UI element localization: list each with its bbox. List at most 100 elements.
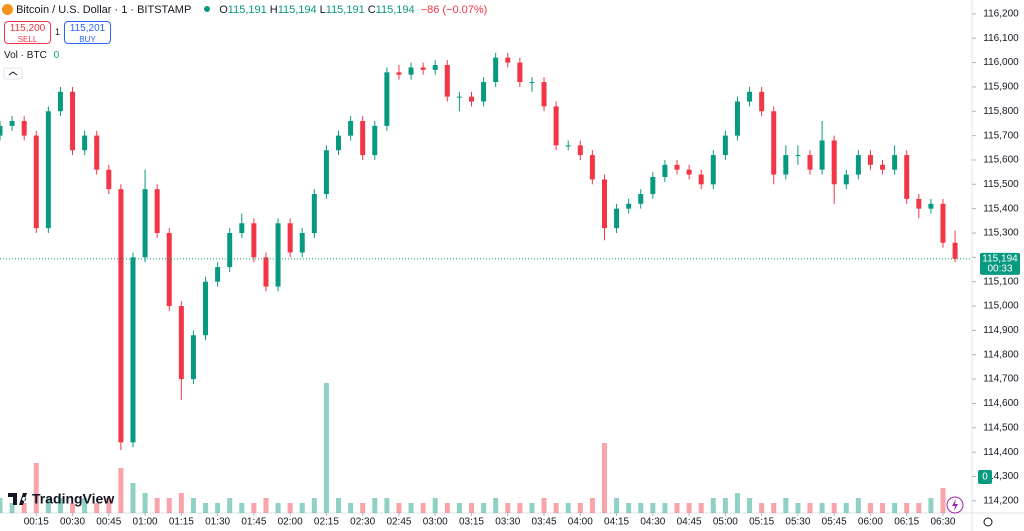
candle-body xyxy=(674,164,680,170)
candle-body xyxy=(843,174,849,185)
candle-body xyxy=(154,189,160,234)
y-tick-label: 114,200 xyxy=(983,495,1019,506)
volume-bar xyxy=(94,503,100,513)
volume-bar xyxy=(203,503,209,513)
volume-bar xyxy=(759,503,765,513)
x-tick-label: 05:15 xyxy=(749,517,774,528)
volume-bar xyxy=(82,498,88,513)
candle-body xyxy=(505,57,511,63)
candle-body xyxy=(275,223,281,287)
y-tick-label: 114,900 xyxy=(983,325,1019,336)
volume-bar xyxy=(517,503,523,513)
volume-bar xyxy=(287,503,293,513)
candle-body xyxy=(203,281,209,336)
buy-button[interactable]: 115,201 BUY xyxy=(64,21,111,44)
collapse-button[interactable] xyxy=(3,67,23,80)
x-tick-label: 06:00 xyxy=(858,517,883,528)
candle-body xyxy=(940,203,946,243)
ohlc: O115,191 H115,194 L115,191 C115,194 xyxy=(219,4,417,16)
volume-bar xyxy=(795,503,801,513)
candle-body xyxy=(57,91,63,112)
candle-body xyxy=(130,257,136,443)
volume-bar xyxy=(190,498,196,513)
volume-bar xyxy=(904,503,910,513)
volume-bar xyxy=(311,498,317,513)
candle-body xyxy=(481,82,487,102)
sell-label: SELL xyxy=(17,35,38,44)
volume-bar xyxy=(420,503,426,513)
y-tick-label: 115,100 xyxy=(983,276,1019,287)
volume-bar xyxy=(154,498,160,513)
candle-body xyxy=(348,121,354,136)
volume-bar xyxy=(722,498,728,513)
volume-bar xyxy=(348,503,354,513)
x-tick-label: 03:45 xyxy=(532,517,557,528)
candle-body xyxy=(722,135,728,156)
ohlc-value: 115,194 xyxy=(375,4,415,16)
tradingview-logo[interactable]: TradingView xyxy=(8,491,114,507)
x-tick-label: 04:00 xyxy=(568,517,593,528)
candle-body xyxy=(215,267,221,282)
ohlc-key: L xyxy=(319,4,326,16)
volume-bar xyxy=(118,468,124,513)
y-tick-label: 114,400 xyxy=(983,447,1019,458)
volume-bar xyxy=(70,503,76,513)
candle-body xyxy=(892,155,898,170)
y-tick-label: 115,300 xyxy=(983,228,1019,239)
last-price-badge xyxy=(980,252,1020,275)
y-tick-label: 115,400 xyxy=(983,203,1019,214)
candle-body xyxy=(783,155,789,175)
volume-bar xyxy=(541,498,547,513)
y-tick-label: 115,700 xyxy=(983,130,1019,141)
x-tick-label: 02:45 xyxy=(386,517,411,528)
volume-title: Vol · BTC xyxy=(4,50,47,61)
volume-legend: Vol · BTC 0 xyxy=(4,50,59,61)
candle-body xyxy=(21,121,27,136)
y-tick-label: 114,600 xyxy=(983,398,1019,409)
volume-bar xyxy=(867,503,873,513)
candle-body xyxy=(70,91,76,151)
volume-bar xyxy=(251,503,257,513)
sell-button[interactable]: 115,200 SELL xyxy=(4,21,51,44)
candle-body xyxy=(541,82,547,107)
settings-button[interactable] xyxy=(983,517,993,527)
last-price-label: 115,194 xyxy=(982,253,1018,264)
volume-bar xyxy=(21,503,27,513)
logo-icon xyxy=(8,493,27,505)
y-tick-label: 115,600 xyxy=(983,155,1019,166)
candle-body xyxy=(928,203,934,209)
candle-body xyxy=(420,67,426,70)
volume-bar xyxy=(45,498,51,513)
x-tick-label: 05:30 xyxy=(785,517,810,528)
y-tick-label: 114,800 xyxy=(983,349,1019,360)
ohlc-value: 115,191 xyxy=(325,4,365,16)
candle-body xyxy=(589,155,595,180)
candle-body xyxy=(372,125,378,156)
volume-bar xyxy=(408,503,414,513)
candle-body xyxy=(904,155,910,199)
candle-body xyxy=(227,233,233,268)
volume-bar xyxy=(130,483,136,513)
candle-body xyxy=(867,155,873,165)
y-tick-label: 114,300 xyxy=(983,471,1019,482)
candle-body xyxy=(650,177,656,195)
change: −86 (−0.07%) xyxy=(420,4,488,16)
y-tick-label: 114,500 xyxy=(983,422,1019,433)
candle-body xyxy=(771,111,777,175)
candle-body xyxy=(831,140,837,185)
candle-layer xyxy=(0,52,958,450)
x-tick-label: 00:30 xyxy=(60,517,85,528)
candle-body xyxy=(384,72,390,126)
candle-body xyxy=(795,155,801,157)
volume-bar xyxy=(239,503,245,513)
volume-badge-label: 0 xyxy=(982,472,988,483)
x-tick-label: 01:15 xyxy=(169,517,194,528)
buy-price: 115,201 xyxy=(69,23,106,34)
x-tick-label: 06:15 xyxy=(894,517,919,528)
alert-icon xyxy=(952,499,958,511)
candle-body xyxy=(118,189,124,443)
x-tick-label: 03:00 xyxy=(423,517,448,528)
volume-bar xyxy=(166,498,172,513)
volume-bar xyxy=(674,503,680,513)
